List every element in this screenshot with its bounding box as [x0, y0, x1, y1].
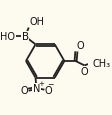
Text: O: O [77, 41, 84, 51]
Text: O: O [45, 85, 52, 95]
Text: O: O [81, 67, 88, 77]
Text: −: − [47, 79, 54, 88]
Text: OH: OH [29, 17, 44, 27]
Text: B: B [22, 32, 29, 42]
Text: +: + [38, 80, 44, 86]
Text: N: N [33, 83, 40, 93]
Text: CH₃: CH₃ [93, 58, 111, 68]
Text: O: O [20, 85, 28, 95]
Text: HO: HO [0, 32, 15, 42]
